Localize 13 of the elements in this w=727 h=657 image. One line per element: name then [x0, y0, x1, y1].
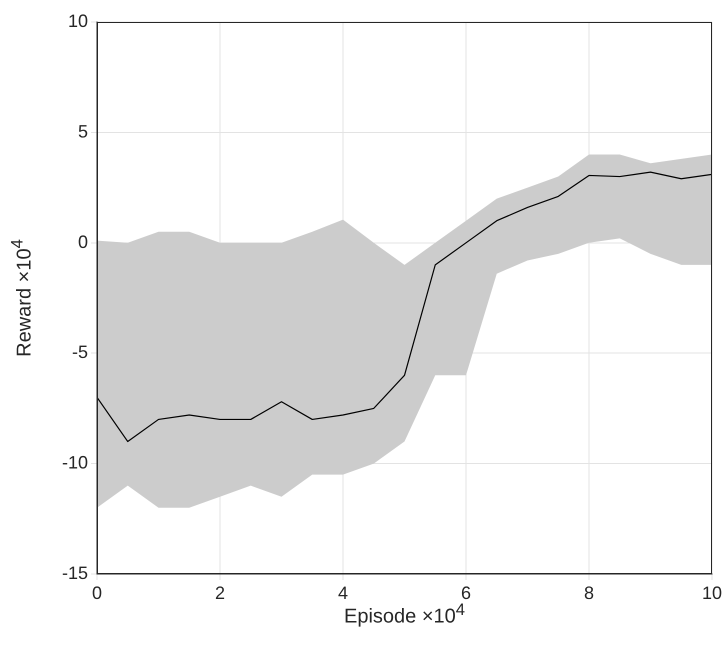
y-tick-label: 0 [78, 232, 88, 252]
x-tick-label: 8 [584, 582, 594, 603]
x-tick-label: 2 [214, 582, 226, 603]
y-tick-label: -10 [62, 452, 88, 473]
x-tick-label: 6 [460, 582, 472, 603]
y-tick-label: 5 [78, 121, 88, 142]
y-tick-label: -5 [72, 342, 88, 362]
x-tick-label: 4 [338, 582, 348, 603]
x-axis-title: Episode ×10$^{4}$ [344, 600, 466, 628]
y-tick-label: -15 [62, 562, 88, 583]
x-tick-label: 10 [702, 582, 722, 603]
y-tick-label: 10 [68, 10, 88, 31]
x-tick-label: 0 [92, 582, 102, 603]
